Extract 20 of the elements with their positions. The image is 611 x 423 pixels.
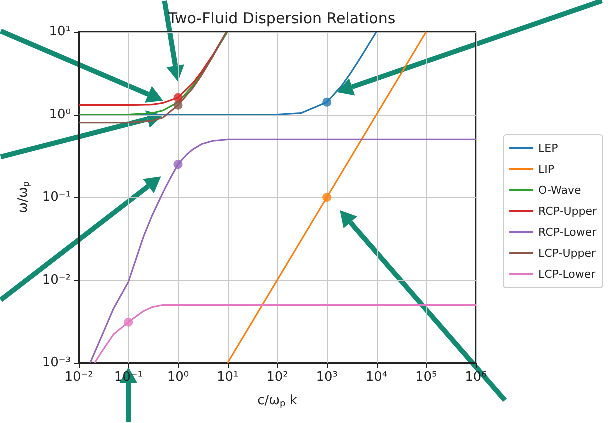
x-tick-label: 10³ bbox=[316, 370, 338, 385]
legend-label: O-Wave bbox=[538, 184, 582, 197]
legend-label: LCP-Lower bbox=[538, 268, 596, 281]
x-tick-label: 10⁵ bbox=[415, 370, 438, 385]
legend-label: LIP bbox=[538, 163, 555, 176]
legend-label: LCP-Upper bbox=[538, 247, 597, 260]
x-tick-label: 10¹ bbox=[216, 370, 239, 385]
x-tick-label: 10² bbox=[266, 370, 288, 385]
x-tick-label: 10⁰ bbox=[167, 370, 190, 385]
x-tick-label: 10⁻² bbox=[64, 370, 94, 385]
y-tick-label: 10⁻³ bbox=[42, 356, 71, 370]
legend-label: RCP-Upper bbox=[538, 205, 598, 218]
y-tick-label: 10⁰ bbox=[49, 107, 71, 122]
y-axis-title: ω/ωp bbox=[16, 181, 32, 214]
y-tick-label: 10⁻² bbox=[42, 272, 71, 288]
legend-label: RCP-Lower bbox=[538, 226, 598, 239]
y-tick-label: 10⁻¹ bbox=[42, 190, 71, 205]
y-tick-label: 10¹ bbox=[49, 24, 71, 40]
legend-label: LEP bbox=[538, 142, 559, 155]
x-tick-label: 10⁴ bbox=[366, 370, 388, 385]
